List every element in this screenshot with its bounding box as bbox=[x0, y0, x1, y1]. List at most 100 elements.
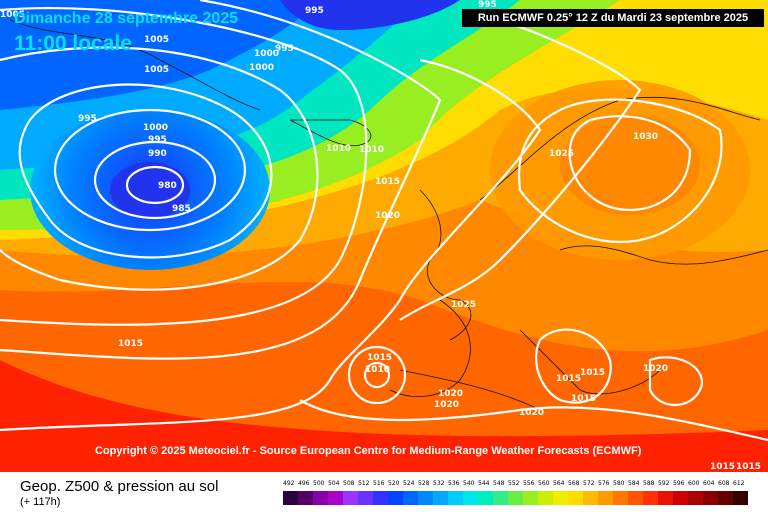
scale-swatch bbox=[403, 491, 418, 505]
run-info: Run ECMWF 0.25° 12 Z du Mardi 23 septemb… bbox=[462, 9, 764, 27]
isobar-1030 bbox=[568, 115, 692, 212]
scale-swatch bbox=[643, 491, 658, 505]
field-darkblue bbox=[280, 0, 460, 30]
field-blue bbox=[0, 0, 320, 110]
pressure-label: 1015 bbox=[556, 374, 582, 384]
pressure-label: 1015 bbox=[580, 368, 606, 378]
pressure-label: 1005 bbox=[0, 10, 26, 20]
scale-swatch bbox=[283, 491, 298, 505]
pressure-label: 995 bbox=[275, 44, 294, 54]
scale-value: 504 bbox=[328, 480, 340, 487]
pressure-label: 1015 bbox=[736, 462, 762, 472]
scale-value: 508 bbox=[343, 480, 355, 487]
pressure-label: 1000 bbox=[249, 63, 275, 73]
scale-value: 520 bbox=[388, 480, 400, 487]
scale-value: 544 bbox=[478, 480, 490, 487]
pressure-label: 1010 bbox=[326, 144, 352, 154]
copyright-notice: Copyright © 2025 Meteociel.fr - Source E… bbox=[95, 445, 642, 457]
scale-swatch bbox=[688, 491, 703, 505]
scale-value: 588 bbox=[643, 480, 655, 487]
scale-value: 524 bbox=[403, 480, 415, 487]
color-scale-labels: 492 496 500 504 508 512 516 520 524 528 532 536 540 5… bbox=[283, 480, 748, 490]
scale-value: 556 bbox=[523, 480, 535, 487]
scale-value: 568 bbox=[568, 480, 580, 487]
scale-value: 596 bbox=[673, 480, 685, 487]
isobar-1025 bbox=[518, 98, 723, 244]
scale-swatch bbox=[373, 491, 388, 505]
scale-swatch bbox=[658, 491, 673, 505]
scale-value: 576 bbox=[598, 480, 610, 487]
scale-value: 572 bbox=[583, 480, 595, 487]
scale-swatch bbox=[313, 491, 328, 505]
scale-value: 492 bbox=[283, 480, 295, 487]
scale-swatch bbox=[463, 491, 478, 505]
scale-value: 548 bbox=[493, 480, 505, 487]
isobar-985 bbox=[93, 140, 217, 220]
scale-value: 512 bbox=[358, 480, 370, 487]
pressure-label: 1020 bbox=[375, 211, 401, 221]
isobar-995 bbox=[18, 83, 273, 259]
scale-swatch bbox=[628, 491, 643, 505]
pressure-label: 1015 bbox=[118, 339, 144, 349]
pressure-label: 1015 bbox=[710, 462, 736, 472]
pressure-label: 1000 bbox=[254, 49, 280, 59]
scale-swatch bbox=[298, 491, 313, 505]
scale-swatch bbox=[493, 491, 508, 505]
scale-swatch bbox=[448, 491, 463, 505]
scale-value: 584 bbox=[628, 480, 640, 487]
pressure-label: 990 bbox=[148, 149, 167, 159]
weather-map bbox=[0, 0, 768, 472]
scale-swatch bbox=[583, 491, 598, 505]
scale-value: 516 bbox=[373, 480, 385, 487]
pressure-label: 985 bbox=[172, 204, 191, 214]
isobar-1020-east bbox=[648, 356, 703, 406]
pressure-label: 1015 bbox=[375, 177, 401, 187]
scale-swatch bbox=[478, 491, 493, 505]
pressure-label: 980 bbox=[158, 181, 177, 191]
scale-value: 528 bbox=[418, 480, 430, 487]
scale-swatch bbox=[328, 491, 343, 505]
field-red bbox=[0, 360, 768, 472]
pressure-label: 1015 bbox=[571, 394, 597, 404]
scale-swatch bbox=[673, 491, 688, 505]
scale-value: 604 bbox=[703, 480, 715, 487]
isobar-1020-south bbox=[299, 399, 768, 442]
isobars bbox=[0, 0, 768, 442]
pressure-label: 1000 bbox=[143, 123, 169, 133]
pressure-label: 1015 bbox=[367, 353, 393, 363]
scale-value: 608 bbox=[718, 480, 730, 487]
scale-value: 580 bbox=[613, 480, 625, 487]
isobar-1010 bbox=[0, 0, 442, 360]
forecast-time: 11:00 locale bbox=[14, 32, 132, 55]
scale-value: 592 bbox=[658, 480, 670, 487]
isobar-990 bbox=[53, 108, 247, 232]
pressure-label: 1020 bbox=[519, 408, 545, 418]
pressure-label: 1020 bbox=[643, 364, 669, 374]
forecast-offset: (+ 117h) bbox=[20, 496, 61, 508]
scale-value: 500 bbox=[313, 480, 325, 487]
scale-swatch bbox=[553, 491, 568, 505]
scale-swatch bbox=[598, 491, 613, 505]
pressure-label: 1020 bbox=[434, 400, 460, 410]
scale-swatch bbox=[568, 491, 583, 505]
scale-swatch bbox=[538, 491, 553, 505]
isobar-1005 bbox=[0, 7, 368, 326]
scale-swatch bbox=[733, 491, 748, 505]
isobar-1000 bbox=[0, 46, 319, 291]
footer: Geop. Z500 & pression au sol (+ 117h) 49… bbox=[0, 472, 768, 512]
scale-swatch bbox=[418, 491, 433, 505]
isobar-1010-iberia bbox=[347, 345, 407, 405]
map-title: Geop. Z500 & pression au sol bbox=[20, 478, 219, 495]
isobar-1015 bbox=[0, 58, 542, 432]
scale-swatch bbox=[388, 491, 403, 505]
scale-value: 560 bbox=[538, 480, 550, 487]
scale-swatch bbox=[523, 491, 538, 505]
pressure-label: 995 bbox=[148, 135, 167, 145]
pressure-label: 995 bbox=[478, 0, 497, 10]
pressure-label: 1020 bbox=[438, 389, 464, 399]
pressure-label: 995 bbox=[78, 114, 97, 124]
forecast-date: Dimanche 28 septembre 2025 bbox=[14, 10, 239, 27]
scale-swatch bbox=[358, 491, 373, 505]
scale-value: 496 bbox=[298, 480, 310, 487]
scale-value: 540 bbox=[463, 480, 475, 487]
